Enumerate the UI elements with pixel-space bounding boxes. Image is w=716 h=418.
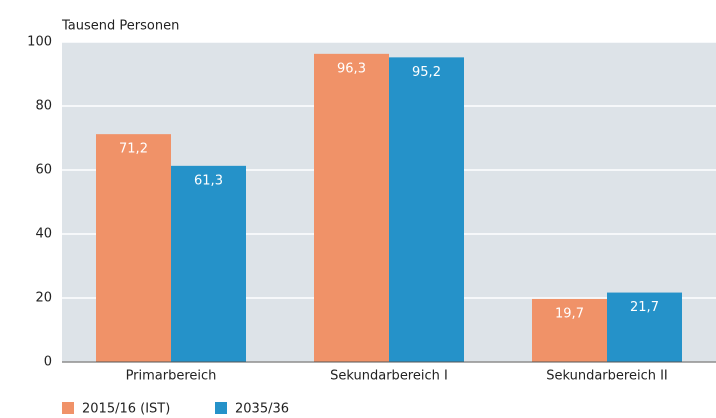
y-tick-label: 80 <box>35 99 52 114</box>
bar <box>389 57 464 363</box>
value-label: 19,7 <box>555 306 584 321</box>
y-tick-label: 0 <box>44 355 52 370</box>
value-label: 71,2 <box>119 142 148 157</box>
legend-label: 2035/36 <box>235 402 289 417</box>
bar <box>96 134 171 362</box>
x-tick-label: Sekundarbereich II <box>546 369 668 384</box>
value-label: 61,3 <box>194 173 223 188</box>
y-tick-label: 20 <box>35 291 52 306</box>
bar <box>607 292 682 362</box>
bar <box>171 165 246 362</box>
bar <box>532 298 607 362</box>
value-label: 96,3 <box>337 61 366 76</box>
x-tick-label: Primarbereich <box>126 369 217 384</box>
value-label: 21,7 <box>630 300 659 315</box>
x-tick-label: Sekundarbereich I <box>330 369 448 384</box>
y-tick-label: 60 <box>35 163 52 178</box>
y-tick-label: 40 <box>35 227 52 242</box>
legend-swatch <box>62 402 74 414</box>
legend-swatch <box>215 402 227 414</box>
legend-label: 2015/16 (IST) <box>82 402 170 417</box>
y-tick-label: 100 <box>27 35 52 50</box>
value-label: 95,2 <box>412 65 441 80</box>
bar <box>314 53 389 363</box>
y-axis-label: Tausend Personen <box>61 19 179 34</box>
